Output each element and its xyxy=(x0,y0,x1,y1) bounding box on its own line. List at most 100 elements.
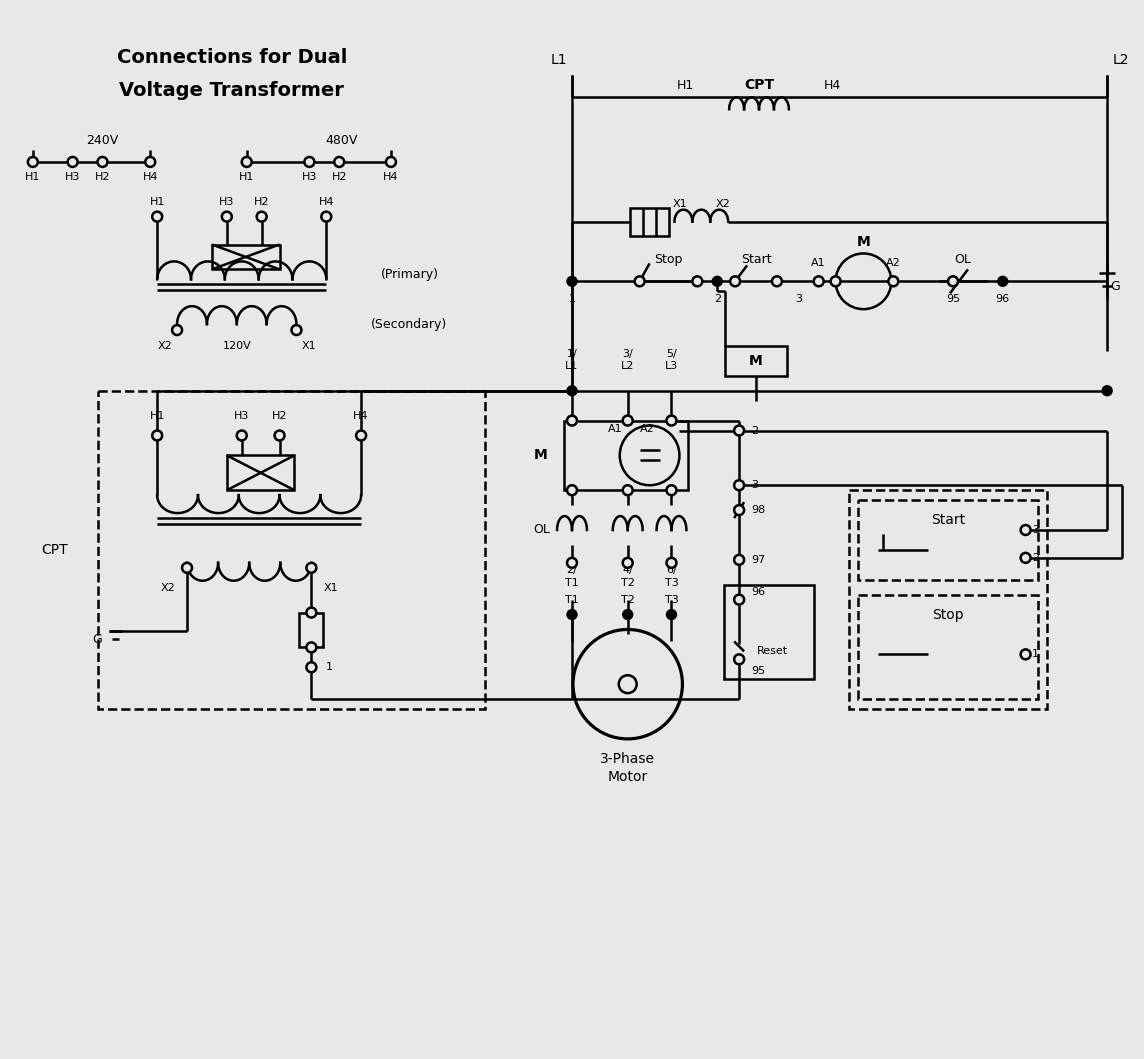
Text: Voltage Transformer: Voltage Transformer xyxy=(119,80,344,100)
Circle shape xyxy=(152,431,162,441)
Bar xyxy=(724,585,813,679)
Circle shape xyxy=(667,558,676,568)
Text: Reset: Reset xyxy=(757,646,788,657)
Text: CPT: CPT xyxy=(744,78,774,92)
Text: G: G xyxy=(1111,280,1120,292)
Text: 5/: 5/ xyxy=(666,348,677,359)
Text: H4: H4 xyxy=(824,78,841,92)
Text: CPT: CPT xyxy=(41,543,67,557)
Text: T2: T2 xyxy=(621,578,635,588)
Circle shape xyxy=(998,276,1008,286)
Circle shape xyxy=(307,643,317,652)
Text: M: M xyxy=(533,448,547,463)
Circle shape xyxy=(67,157,78,167)
Text: 2: 2 xyxy=(714,294,721,304)
Circle shape xyxy=(622,415,633,426)
Circle shape xyxy=(692,276,702,286)
Bar xyxy=(564,420,689,490)
Text: 1: 1 xyxy=(1032,649,1039,660)
Bar xyxy=(858,500,1038,579)
Circle shape xyxy=(567,485,577,496)
Circle shape xyxy=(667,485,676,496)
Text: H3: H3 xyxy=(65,172,80,182)
Text: (Primary): (Primary) xyxy=(381,268,439,281)
Text: H2: H2 xyxy=(272,411,287,420)
Text: L1: L1 xyxy=(550,53,567,68)
Bar xyxy=(858,595,1038,699)
Bar xyxy=(629,208,669,235)
Text: X1: X1 xyxy=(301,341,316,351)
Text: 480V: 480V xyxy=(325,133,357,146)
Text: 96: 96 xyxy=(995,294,1010,304)
Text: H3: H3 xyxy=(220,197,235,207)
Text: 95: 95 xyxy=(946,294,960,304)
Text: A2: A2 xyxy=(885,258,900,268)
Circle shape xyxy=(321,212,332,221)
Circle shape xyxy=(730,276,740,286)
Circle shape xyxy=(622,485,633,496)
Circle shape xyxy=(567,276,577,286)
Circle shape xyxy=(275,431,285,441)
Text: Motor: Motor xyxy=(607,770,648,784)
Bar xyxy=(849,490,1048,710)
Circle shape xyxy=(307,562,317,573)
Circle shape xyxy=(734,505,744,515)
Bar xyxy=(725,346,787,376)
Circle shape xyxy=(948,276,958,286)
Circle shape xyxy=(734,426,744,435)
Text: H1: H1 xyxy=(150,411,165,420)
Circle shape xyxy=(772,276,781,286)
Circle shape xyxy=(734,555,744,564)
Text: OL: OL xyxy=(533,523,550,537)
Circle shape xyxy=(889,276,898,286)
Bar xyxy=(212,245,279,269)
Circle shape xyxy=(304,157,315,167)
Bar xyxy=(300,612,324,647)
Text: 3: 3 xyxy=(752,480,758,490)
Text: T3: T3 xyxy=(665,595,678,605)
Bar xyxy=(97,391,485,710)
Text: 3-Phase: 3-Phase xyxy=(601,752,656,766)
Circle shape xyxy=(734,595,744,605)
Circle shape xyxy=(1020,553,1031,562)
Text: A2: A2 xyxy=(639,424,654,433)
Text: 120V: 120V xyxy=(222,341,252,351)
Text: T2: T2 xyxy=(621,595,635,605)
Circle shape xyxy=(567,610,577,620)
Text: 1/: 1/ xyxy=(566,348,578,359)
Circle shape xyxy=(241,157,252,167)
Circle shape xyxy=(292,325,301,335)
Text: 3: 3 xyxy=(795,294,802,304)
Text: X2: X2 xyxy=(158,341,172,351)
Text: Stop: Stop xyxy=(654,253,683,266)
Text: H1: H1 xyxy=(239,172,254,182)
Text: T1: T1 xyxy=(565,595,579,605)
Circle shape xyxy=(831,276,841,286)
Text: 98: 98 xyxy=(752,505,765,515)
Circle shape xyxy=(622,558,633,568)
Text: 6/: 6/ xyxy=(666,564,677,575)
Text: T3: T3 xyxy=(665,578,678,588)
Text: 97: 97 xyxy=(752,555,765,564)
Text: 2/: 2/ xyxy=(566,564,578,575)
Circle shape xyxy=(667,415,676,426)
Text: 95: 95 xyxy=(752,666,765,677)
Circle shape xyxy=(1020,649,1031,660)
Text: H3: H3 xyxy=(302,172,317,182)
Circle shape xyxy=(567,415,577,426)
Circle shape xyxy=(145,157,156,167)
Text: H4: H4 xyxy=(143,172,158,182)
Text: X2: X2 xyxy=(715,199,730,209)
Text: X2: X2 xyxy=(160,582,175,593)
Text: X1: X1 xyxy=(324,582,337,593)
Circle shape xyxy=(27,157,38,167)
Circle shape xyxy=(635,276,644,286)
Text: 2: 2 xyxy=(1032,553,1039,562)
Text: 1: 1 xyxy=(569,294,575,304)
Text: Connections for Dual: Connections for Dual xyxy=(117,48,347,67)
Text: L1: L1 xyxy=(565,361,579,371)
Text: H1: H1 xyxy=(25,172,40,182)
Bar xyxy=(227,455,294,490)
Text: 3: 3 xyxy=(1032,525,1039,535)
Text: OL: OL xyxy=(954,253,971,266)
